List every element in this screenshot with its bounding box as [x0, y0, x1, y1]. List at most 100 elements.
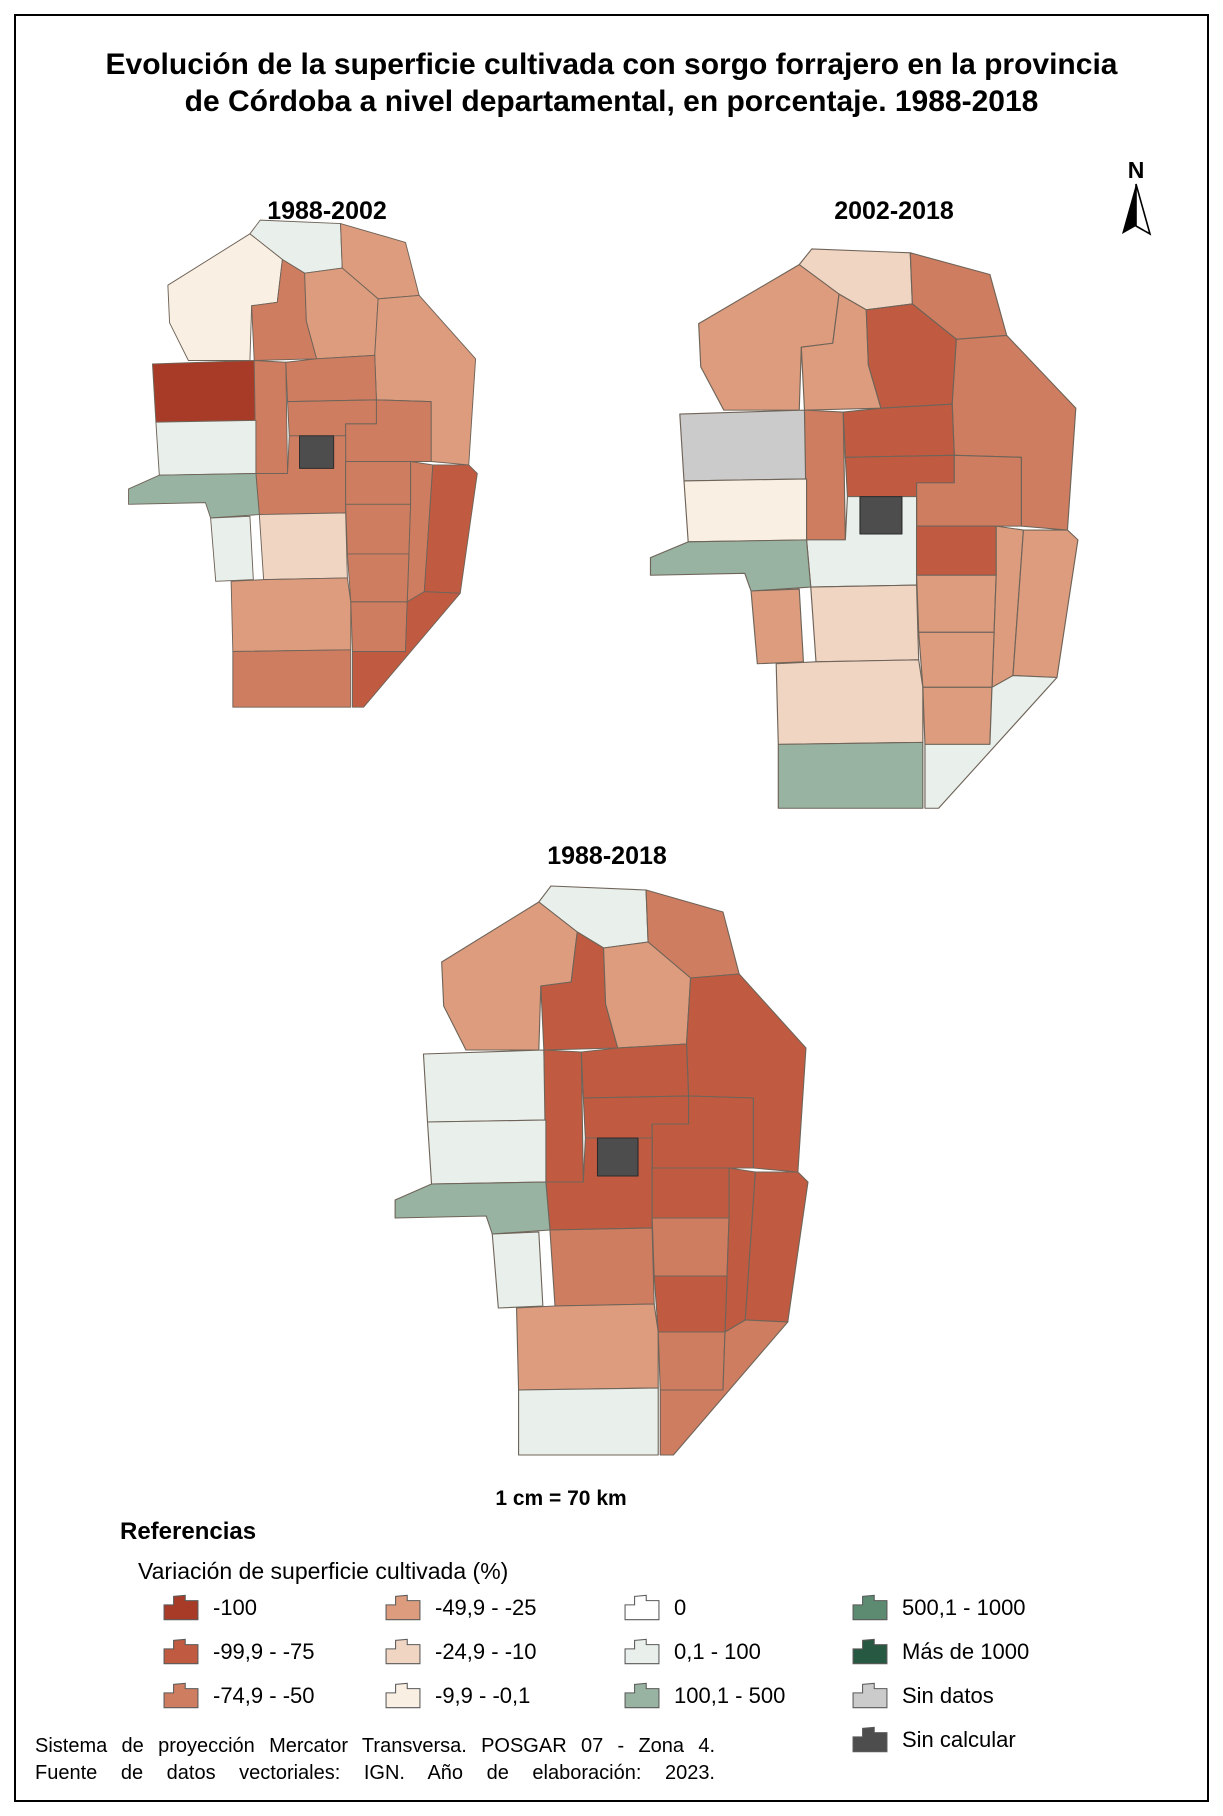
legend-item-label: Sin calcular — [902, 1726, 1016, 1752]
department-region-d21 — [744, 1171, 809, 1323]
department-region-d23 — [775, 659, 924, 745]
legend-item-label: Sin datos — [902, 1682, 994, 1708]
legend-column-2: -49,9 - -25 -24,9 - -10 -9,9 - -0,1 — [385, 1592, 537, 1711]
legend-item-label: -74,9 - -50 — [213, 1682, 315, 1708]
department-region-d16 — [649, 539, 812, 592]
legend-item-label: -49,9 - -25 — [435, 1594, 537, 1620]
legend-item-label: 500,1 - 1000 — [902, 1594, 1026, 1620]
department-region-d18 — [810, 584, 920, 663]
department-region-d23 — [230, 577, 352, 652]
map-title-2002-2018: 2002-2018 — [834, 197, 954, 225]
legend-item-label: Más de 1000 — [902, 1638, 1030, 1664]
page-border — [14, 14, 1209, 1802]
choropleth-map-1988-2018 — [394, 885, 809, 1456]
department-region-d17 — [491, 1231, 544, 1309]
choropleth-map-1988-2002 — [128, 219, 478, 708]
department-region-d09 — [842, 403, 955, 458]
department-region-d13 — [299, 435, 335, 469]
legend-swatch-icon — [385, 1682, 421, 1709]
legend-swatch-icon — [624, 1682, 660, 1709]
department-region-d15 — [345, 461, 412, 505]
legend-item-sin_datos: Sin datos — [852, 1680, 1029, 1711]
page-title: Evolución de la superficie cultivada con… — [0, 46, 1223, 120]
department-region-d25 — [352, 591, 461, 708]
legend-item-label: -9,9 - -0,1 — [435, 1682, 531, 1708]
legend-item-neg10: -24,9 - -10 — [385, 1636, 537, 1667]
legend-heading: Referencias — [120, 1518, 257, 1545]
map-title-1988-2018: 1988-2018 — [547, 842, 667, 870]
north-arrow-label: N — [1127, 157, 1145, 183]
department-region-d22 — [918, 631, 995, 688]
page-title-line-1: Evolución de la superficie cultivada con… — [105, 48, 1118, 81]
department-region-d12 — [155, 419, 257, 476]
department-region-d09 — [285, 354, 377, 403]
department-region-d22 — [653, 1275, 728, 1333]
page-title-line-2: de Córdoba a nivel departamental, en por… — [184, 85, 1039, 118]
legend-swatch-icon — [163, 1594, 199, 1621]
legend-item-neg100: -100 — [163, 1592, 315, 1623]
legend-swatch-icon — [624, 1638, 660, 1665]
department-region-d08 — [543, 1049, 584, 1183]
legend-item-neg25: -49,9 - -25 — [385, 1592, 537, 1623]
choropleth-map-2002-2018 — [649, 248, 1079, 809]
department-region-d12 — [426, 1119, 547, 1185]
legend-item-label: 0 — [674, 1594, 687, 1620]
department-region-d18 — [258, 512, 348, 581]
north-arrow-icon — [1122, 183, 1152, 236]
department-region-d07 — [152, 360, 257, 423]
department-region-d22 — [346, 553, 410, 603]
scale-text: 1 cm = 70 km — [495, 1487, 627, 1510]
department-region-d07 — [679, 409, 808, 482]
footer-line-1: Sistema de proyección Mercator Transvers… — [35, 1735, 715, 1757]
department-region-d15 — [915, 525, 997, 576]
department-region-d09 — [580, 1043, 690, 1099]
legend-subheading: Variación de superficie cultivada (%) — [138, 1558, 509, 1584]
map-title-1988-2002: 1988-2002 — [267, 197, 387, 225]
legend-swatch-icon — [852, 1638, 888, 1665]
department-region-d24 — [350, 601, 408, 652]
legend-swatch-icon — [163, 1682, 199, 1709]
department-region-d08 — [253, 360, 289, 474]
legend-item-zero: 0 — [624, 1592, 785, 1623]
legend-swatch-icon — [385, 1594, 421, 1621]
legend-item-neg75: -99,9 - -75 — [163, 1636, 315, 1667]
legend-item-above1000: Más de 1000 — [852, 1636, 1029, 1667]
legend-swatch-icon — [385, 1638, 421, 1665]
department-region-d08 — [803, 409, 846, 541]
legend-swatch-icon — [852, 1726, 888, 1753]
legend-column-4: 500,1 - 1000 Más de 1000 Sin datos Sin calc… — [852, 1592, 1029, 1755]
legend-item-label: -99,9 - -75 — [213, 1638, 315, 1664]
legend-item-sin_calcular: Sin calcular — [852, 1724, 1029, 1755]
legend-swatch-icon — [852, 1682, 888, 1709]
department-region-d24 — [922, 686, 993, 745]
north-arrow: N — [1114, 158, 1158, 243]
department-region-d21 — [423, 464, 478, 594]
legend-item-label: 0,1 - 100 — [674, 1638, 761, 1664]
legend-column-3: 0 0,1 - 100 100,1 - 500 — [624, 1592, 785, 1711]
department-region-d19 — [345, 503, 412, 555]
department-region-d13 — [596, 1137, 639, 1177]
department-region-d19 — [651, 1217, 730, 1277]
department-region-d07 — [422, 1049, 547, 1123]
department-region-d15 — [651, 1167, 730, 1219]
legend-swatch-icon — [852, 1594, 888, 1621]
footer-line-2: Fuente de datos vectoriales: IGN. Año de… — [35, 1762, 715, 1784]
footer: Sistema de proyección Mercator Transvers… — [35, 1733, 715, 1787]
department-region-d21 — [1012, 529, 1079, 679]
department-region-d13 — [859, 496, 903, 535]
legend-swatch-icon — [624, 1594, 660, 1621]
legend-item-pos100: 0,1 - 100 — [624, 1636, 785, 1667]
legend-column-1: -100 -99,9 - -75 -74,9 - -50 — [163, 1592, 315, 1711]
department-region-d16 — [394, 1181, 551, 1235]
department-region-d26 — [232, 649, 352, 708]
department-region-d19 — [915, 574, 997, 633]
legend-item-neg50: -74,9 - -50 — [163, 1680, 315, 1711]
legend-item-label: -100 — [213, 1594, 258, 1620]
department-region-d26 — [518, 1387, 659, 1456]
department-region-d24 — [657, 1331, 726, 1391]
department-region-d17 — [750, 588, 805, 665]
legend-swatch-icon — [163, 1638, 199, 1665]
legend-item-label: 100,1 - 500 — [674, 1682, 786, 1708]
department-region-d16 — [128, 473, 260, 519]
